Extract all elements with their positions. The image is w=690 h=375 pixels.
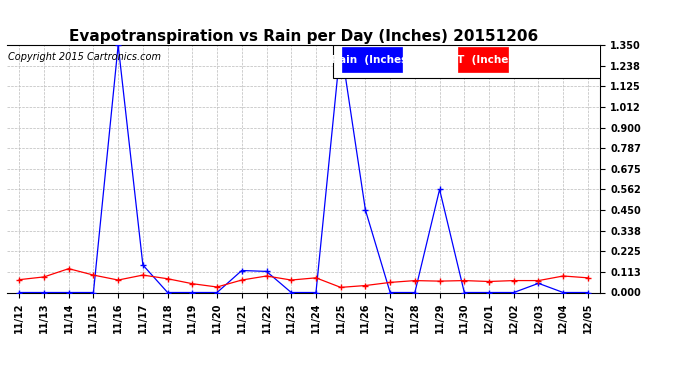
Title: Evapotranspiration vs Rain per Day (Inches) 20151206: Evapotranspiration vs Rain per Day (Inch… [69,29,538,44]
Text: ET  (Inches): ET (Inches) [450,55,519,65]
FancyBboxPatch shape [342,48,402,72]
FancyBboxPatch shape [333,45,603,78]
Text: Rain  (Inches): Rain (Inches) [331,55,413,65]
FancyBboxPatch shape [458,48,509,72]
Text: Copyright 2015 Cartronics.com: Copyright 2015 Cartronics.com [8,53,161,62]
